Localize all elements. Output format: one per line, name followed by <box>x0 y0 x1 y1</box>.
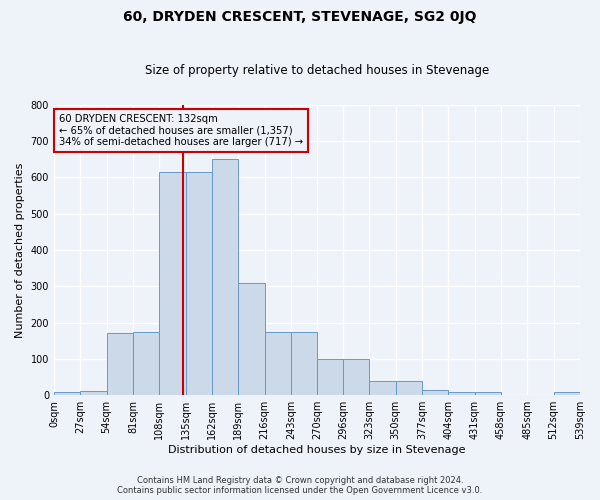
Text: 60 DRYDEN CRESCENT: 132sqm
← 65% of detached houses are smaller (1,357)
34% of s: 60 DRYDEN CRESCENT: 132sqm ← 65% of deta… <box>59 114 303 147</box>
Bar <box>291 332 317 395</box>
Title: Size of property relative to detached houses in Stevenage: Size of property relative to detached ho… <box>145 64 489 77</box>
Bar <box>422 390 448 395</box>
Bar <box>395 380 422 395</box>
Bar <box>80 391 107 395</box>
Bar <box>185 172 212 395</box>
Bar <box>554 392 580 395</box>
Text: Contains HM Land Registry data © Crown copyright and database right 2024.
Contai: Contains HM Land Registry data © Crown c… <box>118 476 482 495</box>
Bar <box>133 332 160 395</box>
Y-axis label: Number of detached properties: Number of detached properties <box>15 162 25 338</box>
Bar <box>317 359 343 395</box>
X-axis label: Distribution of detached houses by size in Stevenage: Distribution of detached houses by size … <box>168 445 466 455</box>
Bar <box>212 159 238 395</box>
Bar <box>369 380 395 395</box>
Bar <box>238 282 265 395</box>
Bar <box>343 359 369 395</box>
Bar <box>107 334 133 395</box>
Bar <box>475 392 501 395</box>
Bar <box>265 332 291 395</box>
Bar <box>54 392 80 395</box>
Bar <box>160 172 185 395</box>
Text: 60, DRYDEN CRESCENT, STEVENAGE, SG2 0JQ: 60, DRYDEN CRESCENT, STEVENAGE, SG2 0JQ <box>123 10 477 24</box>
Bar <box>448 392 475 395</box>
